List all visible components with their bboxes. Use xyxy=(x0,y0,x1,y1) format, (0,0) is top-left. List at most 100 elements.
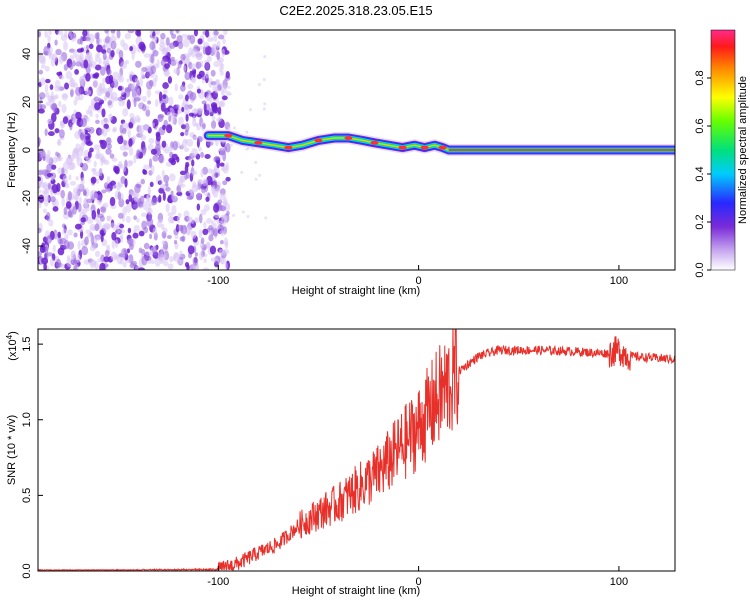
noise-blob xyxy=(72,113,76,124)
noise-blob xyxy=(57,30,64,36)
noise-blob xyxy=(184,129,189,136)
noise-blob xyxy=(184,147,190,153)
noise-blob xyxy=(187,52,192,58)
noise-blob xyxy=(122,151,128,157)
noise-blob xyxy=(203,102,207,113)
noise-blob xyxy=(118,198,125,208)
noise-blob xyxy=(96,178,100,185)
noise-blob xyxy=(144,251,152,256)
noise-blob xyxy=(83,36,91,42)
noise-blob xyxy=(214,87,219,94)
noise-blob xyxy=(45,92,50,98)
noise-blob xyxy=(70,180,77,186)
noise-blob xyxy=(133,193,139,203)
noise-blob xyxy=(105,42,113,50)
signal-peak-blob xyxy=(314,138,323,143)
noise-blob xyxy=(74,95,81,101)
noise-blob xyxy=(43,190,50,198)
noise-blob xyxy=(92,73,96,79)
noise-blob xyxy=(41,257,49,265)
noise-blob xyxy=(196,88,202,94)
noise-blob xyxy=(132,203,139,209)
noise-blob xyxy=(143,169,148,175)
noise-blob xyxy=(94,235,100,242)
noise-blob xyxy=(114,97,118,102)
noise-blob xyxy=(196,192,202,201)
noise-blob xyxy=(210,185,216,191)
noise-blob xyxy=(128,160,134,165)
noise-blob xyxy=(197,38,203,45)
noise-blob xyxy=(105,137,112,146)
noise-blob xyxy=(184,122,190,133)
noise-blob xyxy=(184,94,189,102)
noise-blob xyxy=(187,83,194,90)
noise-blob xyxy=(213,30,219,36)
noise-blob xyxy=(158,91,163,102)
noise-blob xyxy=(101,127,108,137)
noise-blob xyxy=(214,172,220,178)
noise-blob xyxy=(165,124,173,134)
noise-blob xyxy=(174,234,179,240)
noise-blob xyxy=(120,61,127,70)
noise-blob xyxy=(107,100,112,106)
noise-blob xyxy=(160,32,166,40)
noise-blob xyxy=(86,116,90,123)
noise-blob xyxy=(111,240,116,249)
noise-blob xyxy=(221,48,226,58)
noise-blob xyxy=(51,102,58,113)
noise-blob xyxy=(143,53,151,58)
noise-blob xyxy=(120,175,126,184)
noise-blob xyxy=(146,71,151,78)
signal-peak-blob xyxy=(344,136,353,140)
noise-blob xyxy=(162,124,166,131)
noise-blob xyxy=(127,30,135,34)
noise-blob xyxy=(222,164,229,174)
noise-blob xyxy=(40,77,46,86)
noise-blob xyxy=(186,171,190,179)
noise-blob xyxy=(217,106,222,115)
noise-blob xyxy=(232,126,236,130)
noise-blob xyxy=(85,109,90,115)
noise-blob xyxy=(50,175,54,181)
noise-blob xyxy=(59,237,67,245)
noise-blob xyxy=(118,75,125,83)
noise-blob xyxy=(210,37,214,42)
noise-blob xyxy=(126,78,130,83)
noise-blob xyxy=(119,223,125,229)
noise-blob xyxy=(103,95,107,102)
noise-blob xyxy=(138,247,143,254)
noise-blob xyxy=(77,147,84,158)
noise-blob xyxy=(208,230,213,236)
signal-peak-blob xyxy=(438,145,447,150)
noise-blob xyxy=(162,191,166,202)
noise-blob xyxy=(44,156,52,163)
noise-blob xyxy=(182,138,188,149)
noise-blob xyxy=(61,197,66,207)
noise-blob xyxy=(240,170,244,174)
noise-blob xyxy=(181,33,188,38)
noise-blob xyxy=(57,231,62,239)
noise-blob xyxy=(47,131,55,137)
noise-blob xyxy=(94,102,101,111)
noise-blob xyxy=(200,169,204,178)
noise-blob xyxy=(171,204,177,215)
noise-blob xyxy=(66,257,73,268)
colorbar-ticks: 0.0 0.2 0.4 0.6 0.8 xyxy=(694,70,711,278)
noise-blob xyxy=(154,74,158,82)
noise-blob xyxy=(45,211,51,222)
noise-blob xyxy=(263,55,267,59)
noise-blob xyxy=(44,78,51,84)
noise-blob xyxy=(216,51,221,60)
y-multiplier-label: (x104) xyxy=(5,331,19,361)
noise-blob xyxy=(108,113,113,121)
noise-blob xyxy=(141,220,147,230)
noise-blob xyxy=(149,41,156,51)
noise-blob xyxy=(191,147,198,157)
noise-blob xyxy=(232,213,236,217)
noise-blob xyxy=(145,109,151,117)
noise-blob xyxy=(141,103,147,112)
noise-blob xyxy=(124,178,128,188)
noise-blob xyxy=(165,37,170,46)
noise-blob xyxy=(263,102,267,106)
noise-blob xyxy=(127,128,131,139)
